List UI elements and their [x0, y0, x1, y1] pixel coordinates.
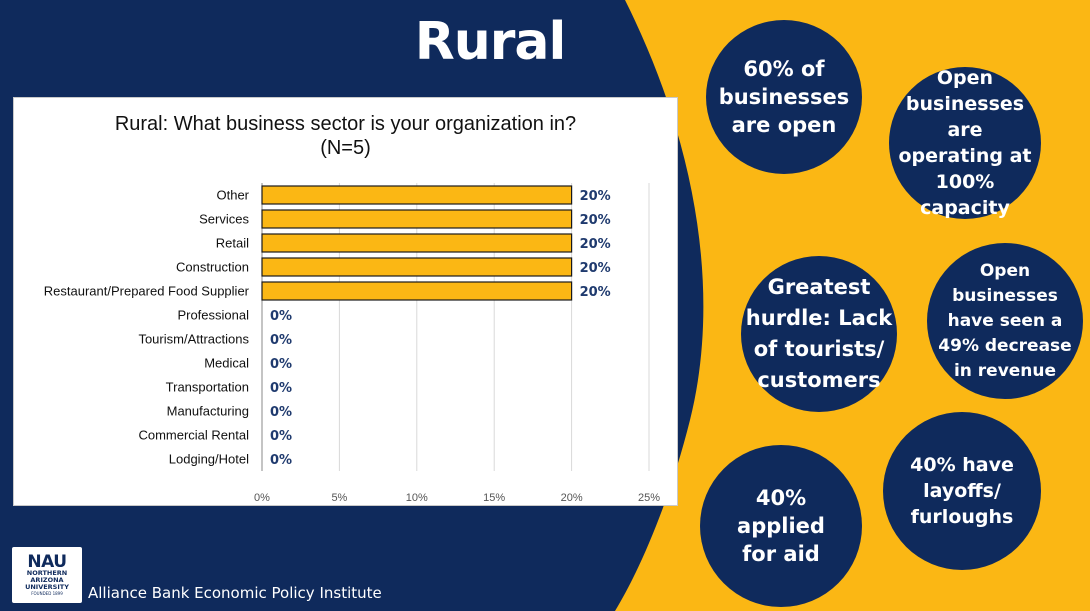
bubble-text-line: Greatest: [767, 275, 871, 299]
value-label: 20%: [580, 237, 611, 252]
nau-logo: NAU NORTHERN ARIZONA UNIVERSITY FOUNDED …: [12, 547, 82, 603]
bubble-text-line: 49% decrease: [938, 335, 1072, 356]
category-label: Tourism/Attractions: [138, 332, 249, 347]
value-label: 20%: [580, 213, 611, 228]
bubble-text-line: 60% of: [743, 57, 825, 81]
category-label: Commercial Rental: [138, 428, 249, 443]
chart-subtitle: (N=5): [320, 137, 371, 159]
bar-chart: 0% 5% 10% 15% 20% 25% Other 20% Services 20% Retai…: [44, 183, 660, 504]
value-label: 0%: [270, 429, 292, 444]
category-label: Professional: [177, 308, 249, 323]
bubble-text-line: 100% capacity: [920, 171, 1010, 219]
bubble-text: 40% have layoffs/furloughs: [910, 452, 1014, 530]
value-label: 20%: [580, 189, 611, 204]
bubble-text: Open businesses are operating at 100% capac…: [889, 65, 1041, 221]
bubble-text-line: businesses are: [905, 93, 1025, 141]
value-label: 0%: [270, 333, 292, 348]
logo-text-line3: ARIZONA: [30, 576, 64, 584]
value-label: 0%: [270, 453, 292, 468]
x-tick-label: 0%: [254, 492, 270, 504]
category-label: Construction: [176, 260, 249, 275]
value-label: 0%: [270, 309, 292, 324]
value-label: 20%: [580, 285, 611, 300]
bubble-text: 60% of businesses are open: [719, 55, 850, 139]
bubble-text-line: businesses: [952, 285, 1058, 306]
x-tick-label: 10%: [406, 492, 428, 504]
bubble-text-line: Open: [936, 67, 994, 89]
chart-title: Rural: What business sector is your orga…: [14, 112, 677, 160]
bubble-text: 40% applied for aid: [737, 484, 825, 568]
bar: [261, 185, 573, 205]
category-label: Services: [199, 212, 249, 227]
x-tick-label: 25%: [638, 492, 660, 504]
bubble-text-line: in revenue: [953, 360, 1057, 381]
bubble-text-line: hurdle: Lack: [745, 306, 893, 330]
stat-bubble-layoffs: 40% have layoffs/furloughs: [883, 412, 1041, 570]
bubble-text: Greatest hurdle: Lack of tourists/customer…: [746, 272, 892, 396]
bar: [261, 209, 573, 229]
slide-title: Rural: [414, 12, 567, 72]
stat-bubble-hurdle: Greatest hurdle: Lack of tourists/customer…: [741, 256, 897, 412]
category-label: Lodging/Hotel: [169, 452, 249, 467]
logo-text-line2: NORTHERN: [26, 569, 68, 577]
category-label: Other: [216, 188, 249, 203]
category-label: Medical: [204, 356, 249, 371]
bar: [261, 281, 573, 301]
bubble-text-line: have seen a: [947, 310, 1063, 331]
value-label: 20%: [580, 261, 611, 276]
chart-title-text: Rural: What business sector is your orga…: [114, 113, 577, 135]
stat-bubble-aid: 40% applied for aid: [700, 445, 862, 607]
bubble-text-line: furloughs: [910, 506, 1014, 528]
logo-text-main: NAU: [27, 552, 67, 572]
category-label: Restaurant/Prepared Food Supplier: [44, 284, 250, 299]
category-label: Retail: [216, 236, 249, 251]
bubble-text: Open businesses have seen a 49% decrease in …: [938, 259, 1071, 384]
bubble-text-line: are open: [731, 113, 837, 137]
value-label: 0%: [270, 405, 292, 420]
x-tick-label: 20%: [561, 492, 583, 504]
logo-text-founded: FOUNDED 1899: [31, 591, 63, 596]
category-label: Transportation: [166, 380, 249, 395]
bubble-text-line: 40%: [755, 486, 807, 510]
value-label: 0%: [270, 381, 292, 396]
bar: [261, 233, 573, 253]
logo-text-line4: UNIVERSITY: [25, 583, 69, 591]
stat-bubble-revenue: Open businesses have seen a 49% decrease in …: [927, 243, 1083, 399]
bubble-text-line: for aid: [742, 542, 820, 566]
stat-bubble-open-share: 60% of businesses are open: [706, 20, 862, 174]
x-tick-label: 15%: [483, 492, 505, 504]
x-tick-label: 5%: [331, 492, 347, 504]
bar: [261, 257, 573, 277]
bubble-text-line: customers: [757, 368, 881, 392]
stat-bubble-capacity: Open businesses are operating at 100% capac…: [889, 67, 1041, 219]
bubble-text-line: of tourists/: [753, 337, 885, 361]
bubble-text-line: 40% have: [910, 454, 1014, 476]
bubble-text-line: Open: [979, 260, 1031, 281]
category-label: Manufacturing: [167, 404, 249, 419]
bubble-text-line: operating at: [898, 145, 1032, 167]
institute-name: Alliance Bank Economic Policy Institute: [88, 584, 382, 602]
chart-panel: Rural: What business sector is your orga…: [13, 97, 678, 506]
footer: NAU NORTHERN ARIZONA UNIVERSITY FOUNDED …: [12, 547, 382, 603]
bubble-text-line: businesses: [718, 85, 850, 109]
value-label: 0%: [270, 357, 292, 372]
bubble-text-line: layoffs/: [923, 480, 1001, 502]
bubble-text-line: applied: [737, 514, 825, 538]
